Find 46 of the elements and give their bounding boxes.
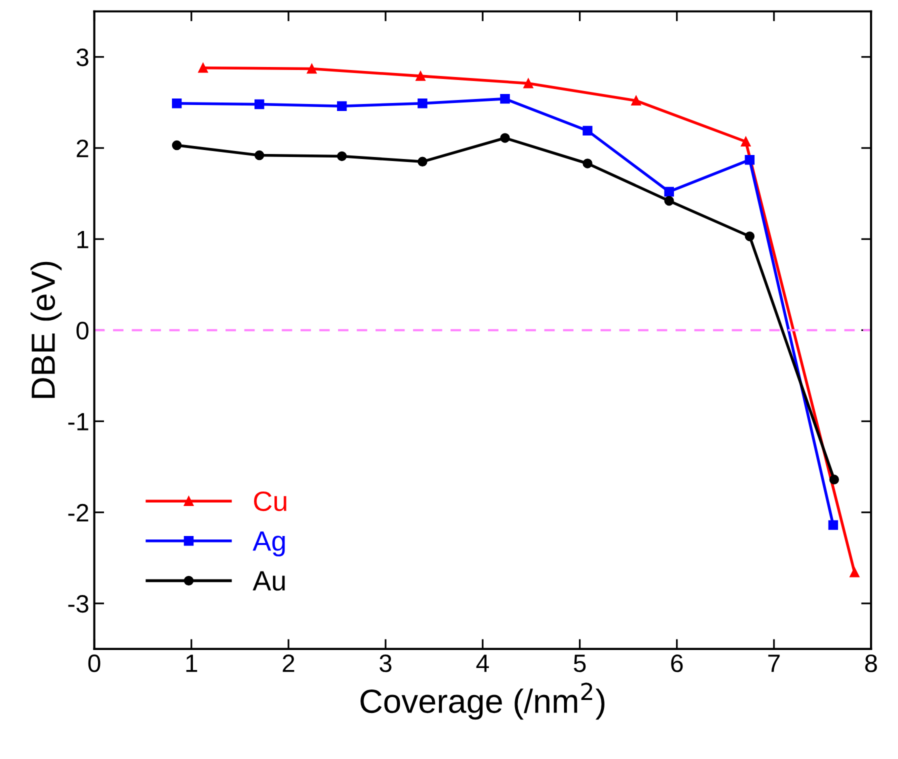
y-tick-label: 2 (76, 140, 88, 158)
y-tick-label: -3 (68, 595, 88, 613)
x-axis-title: Coverage (/nm$^{2}$) (360, 682, 604, 720)
point (664, 186, 674, 197)
x-tick-label: 6 (671, 654, 683, 672)
legend-label: Ag (252, 532, 285, 556)
y-tick-label: -2 (68, 504, 88, 522)
point (850, 568, 860, 578)
x-tick-label: 5 (574, 654, 586, 672)
point (418, 98, 428, 108)
point (337, 101, 347, 111)
x-tick-label: 1 (186, 654, 198, 672)
point (254, 99, 264, 110)
x-tick-label: 4 (476, 654, 489, 672)
point (523, 78, 534, 88)
legend-label: Au (252, 571, 285, 591)
point (418, 156, 428, 167)
x-tick-label: 7 (768, 654, 780, 672)
y-axis-title: DBE (eV) (30, 262, 62, 398)
y-tick-label: 3 (76, 48, 88, 66)
point (631, 96, 641, 106)
point (582, 158, 592, 168)
y-tick-label: -1 (68, 413, 88, 430)
point (829, 474, 840, 484)
point (664, 196, 674, 206)
point (172, 140, 182, 150)
y-tick-label: 1 (77, 230, 88, 248)
point (740, 136, 751, 146)
point (254, 150, 264, 160)
point (198, 62, 208, 73)
point (416, 71, 426, 81)
point (500, 94, 510, 104)
point (337, 151, 347, 162)
point (744, 154, 755, 165)
x-tick-label: 2 (282, 654, 294, 672)
y-tick-label: 0 (76, 322, 88, 340)
legend-label: Cu (254, 491, 286, 512)
x-tick-label: 0 (88, 654, 100, 672)
point (744, 231, 755, 242)
point (306, 64, 317, 74)
x-tick-label: 3 (380, 654, 392, 672)
x-tick-label: 8 (865, 654, 877, 672)
point (172, 98, 182, 108)
point (582, 126, 592, 136)
point (500, 133, 510, 143)
point (828, 520, 838, 530)
